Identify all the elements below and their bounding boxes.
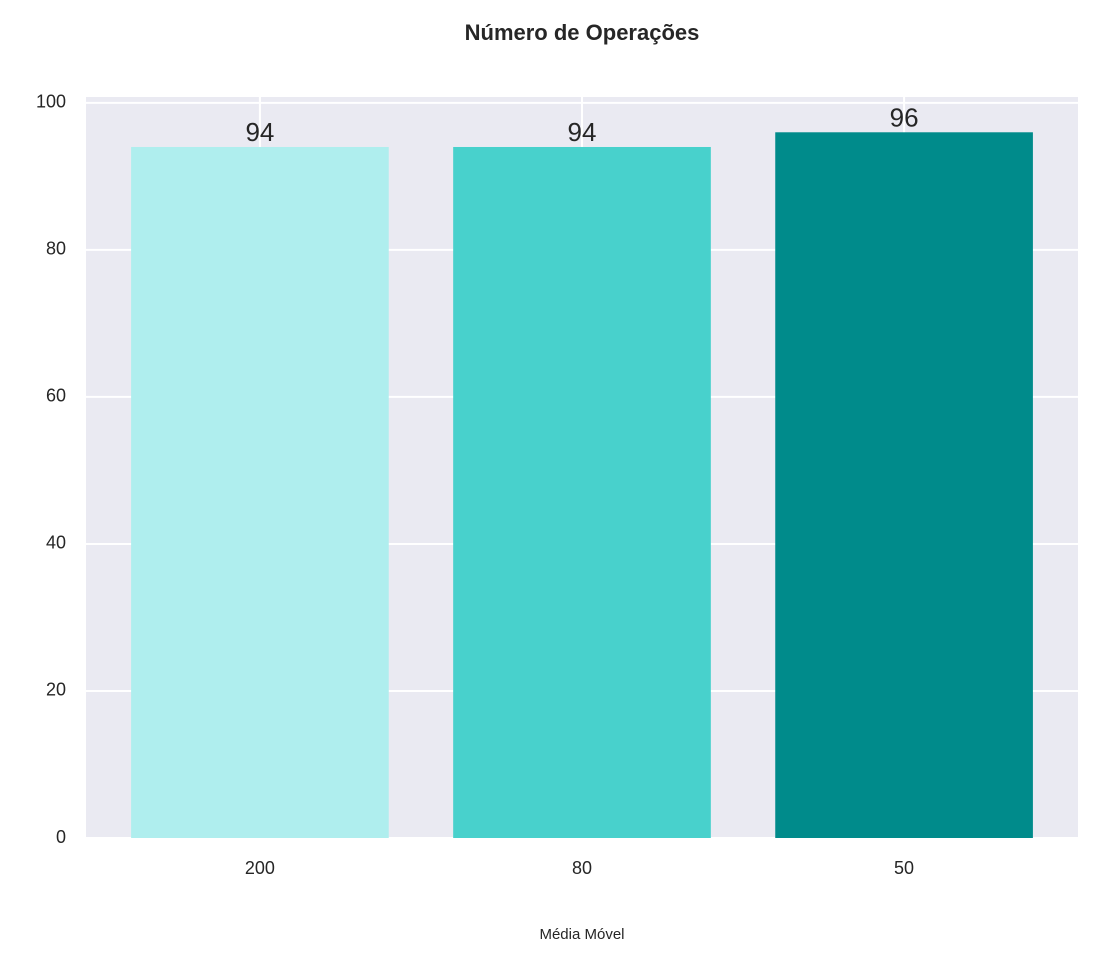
chart-title: Número de Operações	[465, 20, 700, 45]
y-tick-label: 60	[46, 386, 66, 406]
x-tick-label: 80	[572, 858, 592, 878]
value-label: 94	[568, 117, 597, 147]
x-tick-label: 50	[894, 858, 914, 878]
y-tick-label: 40	[46, 533, 66, 553]
bar	[775, 132, 1033, 839]
x-axis-label: Média Móvel	[539, 926, 624, 943]
value-label: 94	[245, 117, 274, 147]
y-tick-label: 100	[36, 92, 66, 112]
bar	[131, 146, 389, 838]
value-label: 96	[890, 102, 919, 132]
y-tick-label: 0	[56, 827, 66, 847]
y-tick-label: 80	[46, 239, 66, 259]
x-tick-label: 200	[245, 858, 275, 878]
bar	[453, 146, 711, 838]
y-tick-label: 20	[46, 680, 66, 700]
